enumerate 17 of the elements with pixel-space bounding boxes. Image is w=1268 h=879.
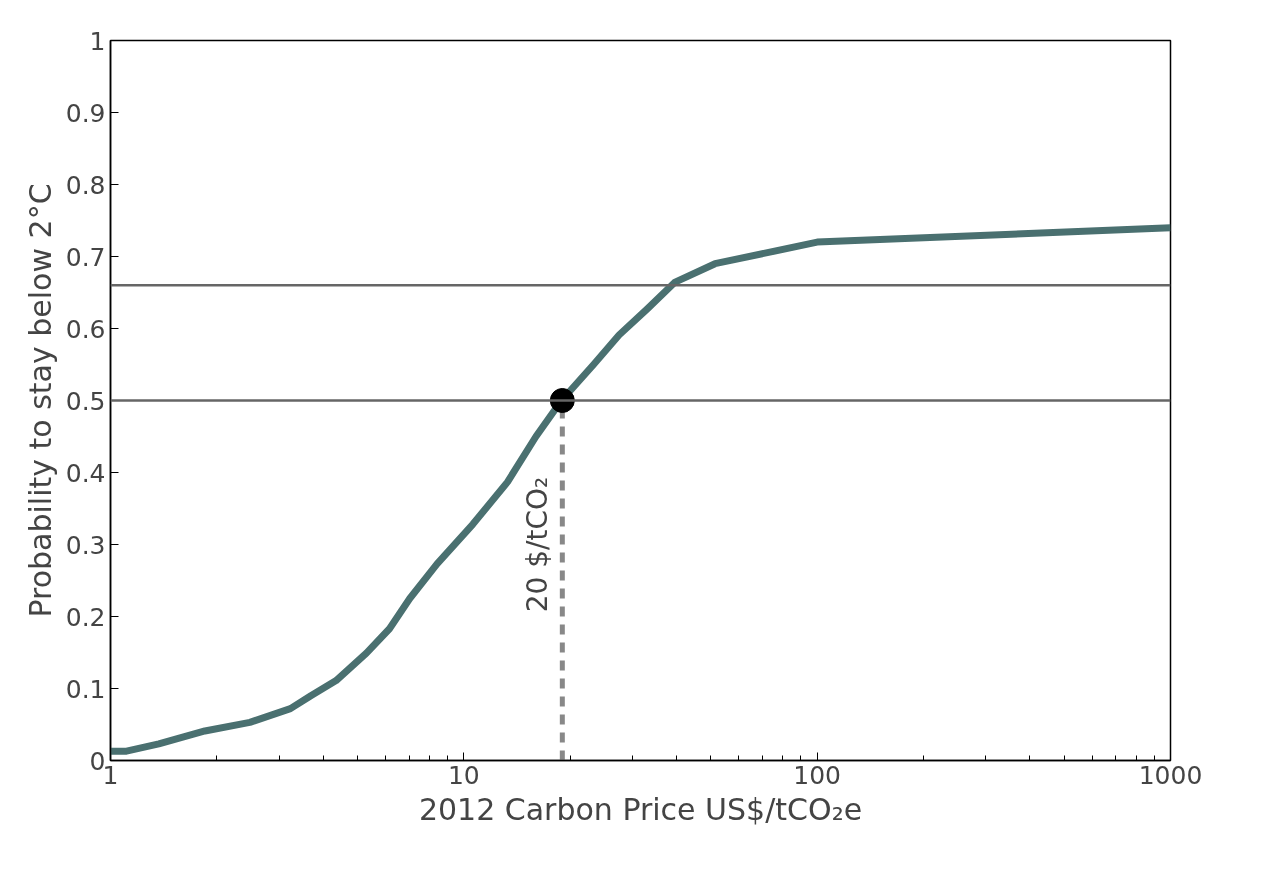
x-tick-label: 1000 (1138, 760, 1203, 790)
x-tick-label: 10 (447, 760, 480, 790)
y-tick-label: 0.1 (65, 674, 106, 704)
y-axis-title: Probability to stay below 2°C (22, 183, 58, 618)
y-tick-label: 0.2 (65, 602, 106, 632)
y-tick-label: 0.3 (65, 530, 106, 560)
x-tick-label: 100 (793, 760, 842, 790)
y-tick-label: 0.9 (65, 98, 106, 128)
annotation: 20 $/tCO₂ (521, 476, 555, 613)
y-tick-label: 0.5 (65, 386, 106, 416)
y-tick-label: 0.7 (65, 242, 106, 272)
y-tick-label: 0 (89, 746, 106, 776)
y-tick-label: 1 (89, 26, 106, 56)
y-tick-label: 0.4 (65, 458, 106, 488)
y-tick-label: 0.6 (65, 314, 106, 344)
y-tick-label: 0.8 (65, 170, 106, 200)
x-axis-title: 2012 Carbon Price US$/tCO₂e (418, 791, 863, 827)
